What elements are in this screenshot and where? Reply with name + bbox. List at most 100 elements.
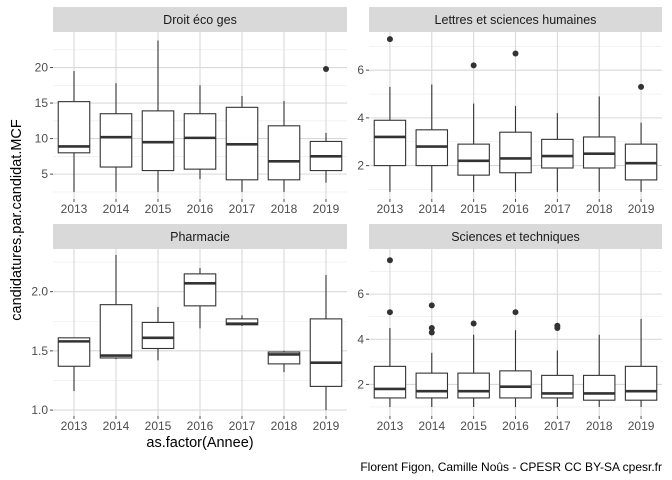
outlier-point [638, 83, 645, 90]
x-tick-label: 2015 [460, 202, 487, 216]
boxplot-2013 [57, 337, 91, 392]
y-tick-label: 6 [357, 287, 364, 301]
x-tick-label: 2014 [103, 202, 130, 216]
iqr-box [267, 351, 301, 365]
facet-panel: Droit éco ges 5 10 15 20 2013 2014 2015 2016 2017… [35, 7, 347, 216]
iqr-box [373, 365, 407, 399]
x-tick-label: 2013 [61, 202, 88, 216]
outlier-point [428, 302, 435, 309]
outlier-point [428, 324, 435, 331]
x-tick-label: 2014 [103, 419, 130, 433]
iqr-box [183, 273, 217, 307]
boxplot-2019 [624, 318, 658, 407]
boxplot-2015 [141, 40, 175, 192]
facet-strip [369, 224, 662, 249]
iqr-box [373, 119, 407, 167]
boxplot-2019 [309, 65, 343, 183]
chart-caption: Florent Figon, Camille Noûs - CPESR CC B… [360, 460, 662, 474]
x-tick-label: 2016 [187, 419, 214, 433]
facet-title: Droit éco ges [163, 13, 237, 27]
iqr-box [183, 113, 217, 170]
x-tick-label: 2017 [229, 202, 256, 216]
boxplot-2013 [373, 257, 407, 407]
iqr-box [99, 113, 133, 168]
iqr-box [99, 304, 133, 359]
facet-title: Lettres et sciences humaines [435, 13, 597, 27]
x-tick-label: 2014 [418, 202, 445, 216]
x-tick-label: 2017 [544, 419, 571, 433]
y-tick-label: 4 [357, 111, 364, 125]
boxplot-2015 [457, 320, 490, 407]
iqr-box [415, 372, 449, 399]
x-tick-label: 2018 [271, 419, 298, 433]
iqr-box [541, 138, 574, 169]
facet-strip [53, 224, 347, 249]
iqr-box [267, 125, 301, 181]
outlier-point [386, 309, 393, 316]
facet-title: Pharmacie [170, 230, 230, 244]
iqr-box [499, 370, 532, 399]
iqr-box [141, 110, 175, 172]
boxplot-2018 [267, 350, 301, 373]
facet-panel: Pharmacie 1.0 1.5 2.0 2013 2014 2015 2016 2017 20… [31, 224, 347, 433]
boxplot-2016 [183, 267, 217, 329]
x-tick-label: 2018 [271, 202, 298, 216]
x-tick-label: 2019 [313, 419, 340, 433]
boxplot-2017 [225, 315, 259, 326]
outlier-point [554, 322, 561, 329]
facet-panel: Sciences et techniques 2 4 6 2013 2014 2015 201… [357, 224, 662, 433]
facet-strip [53, 7, 347, 32]
y-tick-label: 2 [357, 159, 364, 173]
x-tick-label: 2013 [377, 202, 404, 216]
boxplot-2015 [457, 62, 490, 192]
x-tick-label: 2015 [145, 419, 172, 433]
outlier-point [428, 329, 435, 336]
boxplot-2013 [57, 71, 91, 192]
outlier-point [512, 50, 519, 57]
boxplot-2014 [415, 302, 449, 407]
boxplot-2014 [415, 84, 449, 192]
x-tick-label: 2016 [502, 419, 529, 433]
boxplot-2018 [582, 96, 616, 192]
x-tick-label: 2017 [229, 419, 256, 433]
boxplot-2018 [582, 334, 616, 407]
boxplot-2015 [141, 307, 175, 361]
x-tick-label: 2019 [628, 419, 655, 433]
x-axis-title: as.factor(Annee) [146, 435, 253, 451]
facet-panel: Lettres et sciences humaines 2 4 6 2013 2014 2… [357, 7, 662, 216]
boxplot-2019 [309, 275, 343, 411]
y-tick-label: 1.0 [31, 403, 48, 417]
boxplot-2016 [499, 309, 532, 407]
iqr-box [141, 321, 175, 350]
boxplot-2016 [499, 50, 532, 192]
x-tick-label: 2016 [502, 202, 529, 216]
iqr-box [457, 372, 490, 399]
y-tick-label: 20 [35, 61, 49, 75]
y-tick-label: 4 [357, 332, 364, 346]
y-axis-title: candidatures.par.candidat.MCF [9, 119, 25, 321]
x-tick-label: 2015 [460, 419, 487, 433]
x-tick-label: 2017 [544, 202, 571, 216]
iqr-box [499, 131, 532, 174]
boxplot-2017 [225, 95, 259, 192]
boxplot-2017 [541, 322, 574, 407]
x-tick-label: 2016 [187, 202, 214, 216]
x-tick-label: 2013 [377, 419, 404, 433]
y-tick-label: 10 [35, 132, 49, 146]
boxplot-2019 [624, 83, 658, 192]
x-tick-label: 2019 [313, 202, 340, 216]
facet-title: Sciences et techniques [451, 230, 580, 244]
x-tick-label: 2014 [418, 419, 445, 433]
y-tick-label: 2 [357, 377, 364, 391]
y-tick-label: 5 [41, 167, 48, 181]
iqr-box [57, 101, 91, 154]
boxplot-2014 [99, 83, 133, 192]
outlier-point [470, 320, 477, 327]
outlier-point [470, 62, 477, 69]
boxplot-2016 [183, 85, 217, 180]
x-tick-label: 2018 [586, 419, 613, 433]
iqr-box [624, 365, 658, 401]
facets-layer: Droit éco ges 5 10 15 20 2013 2014 2015 2016 2017… [31, 7, 662, 433]
boxplot-2013 [373, 36, 407, 192]
